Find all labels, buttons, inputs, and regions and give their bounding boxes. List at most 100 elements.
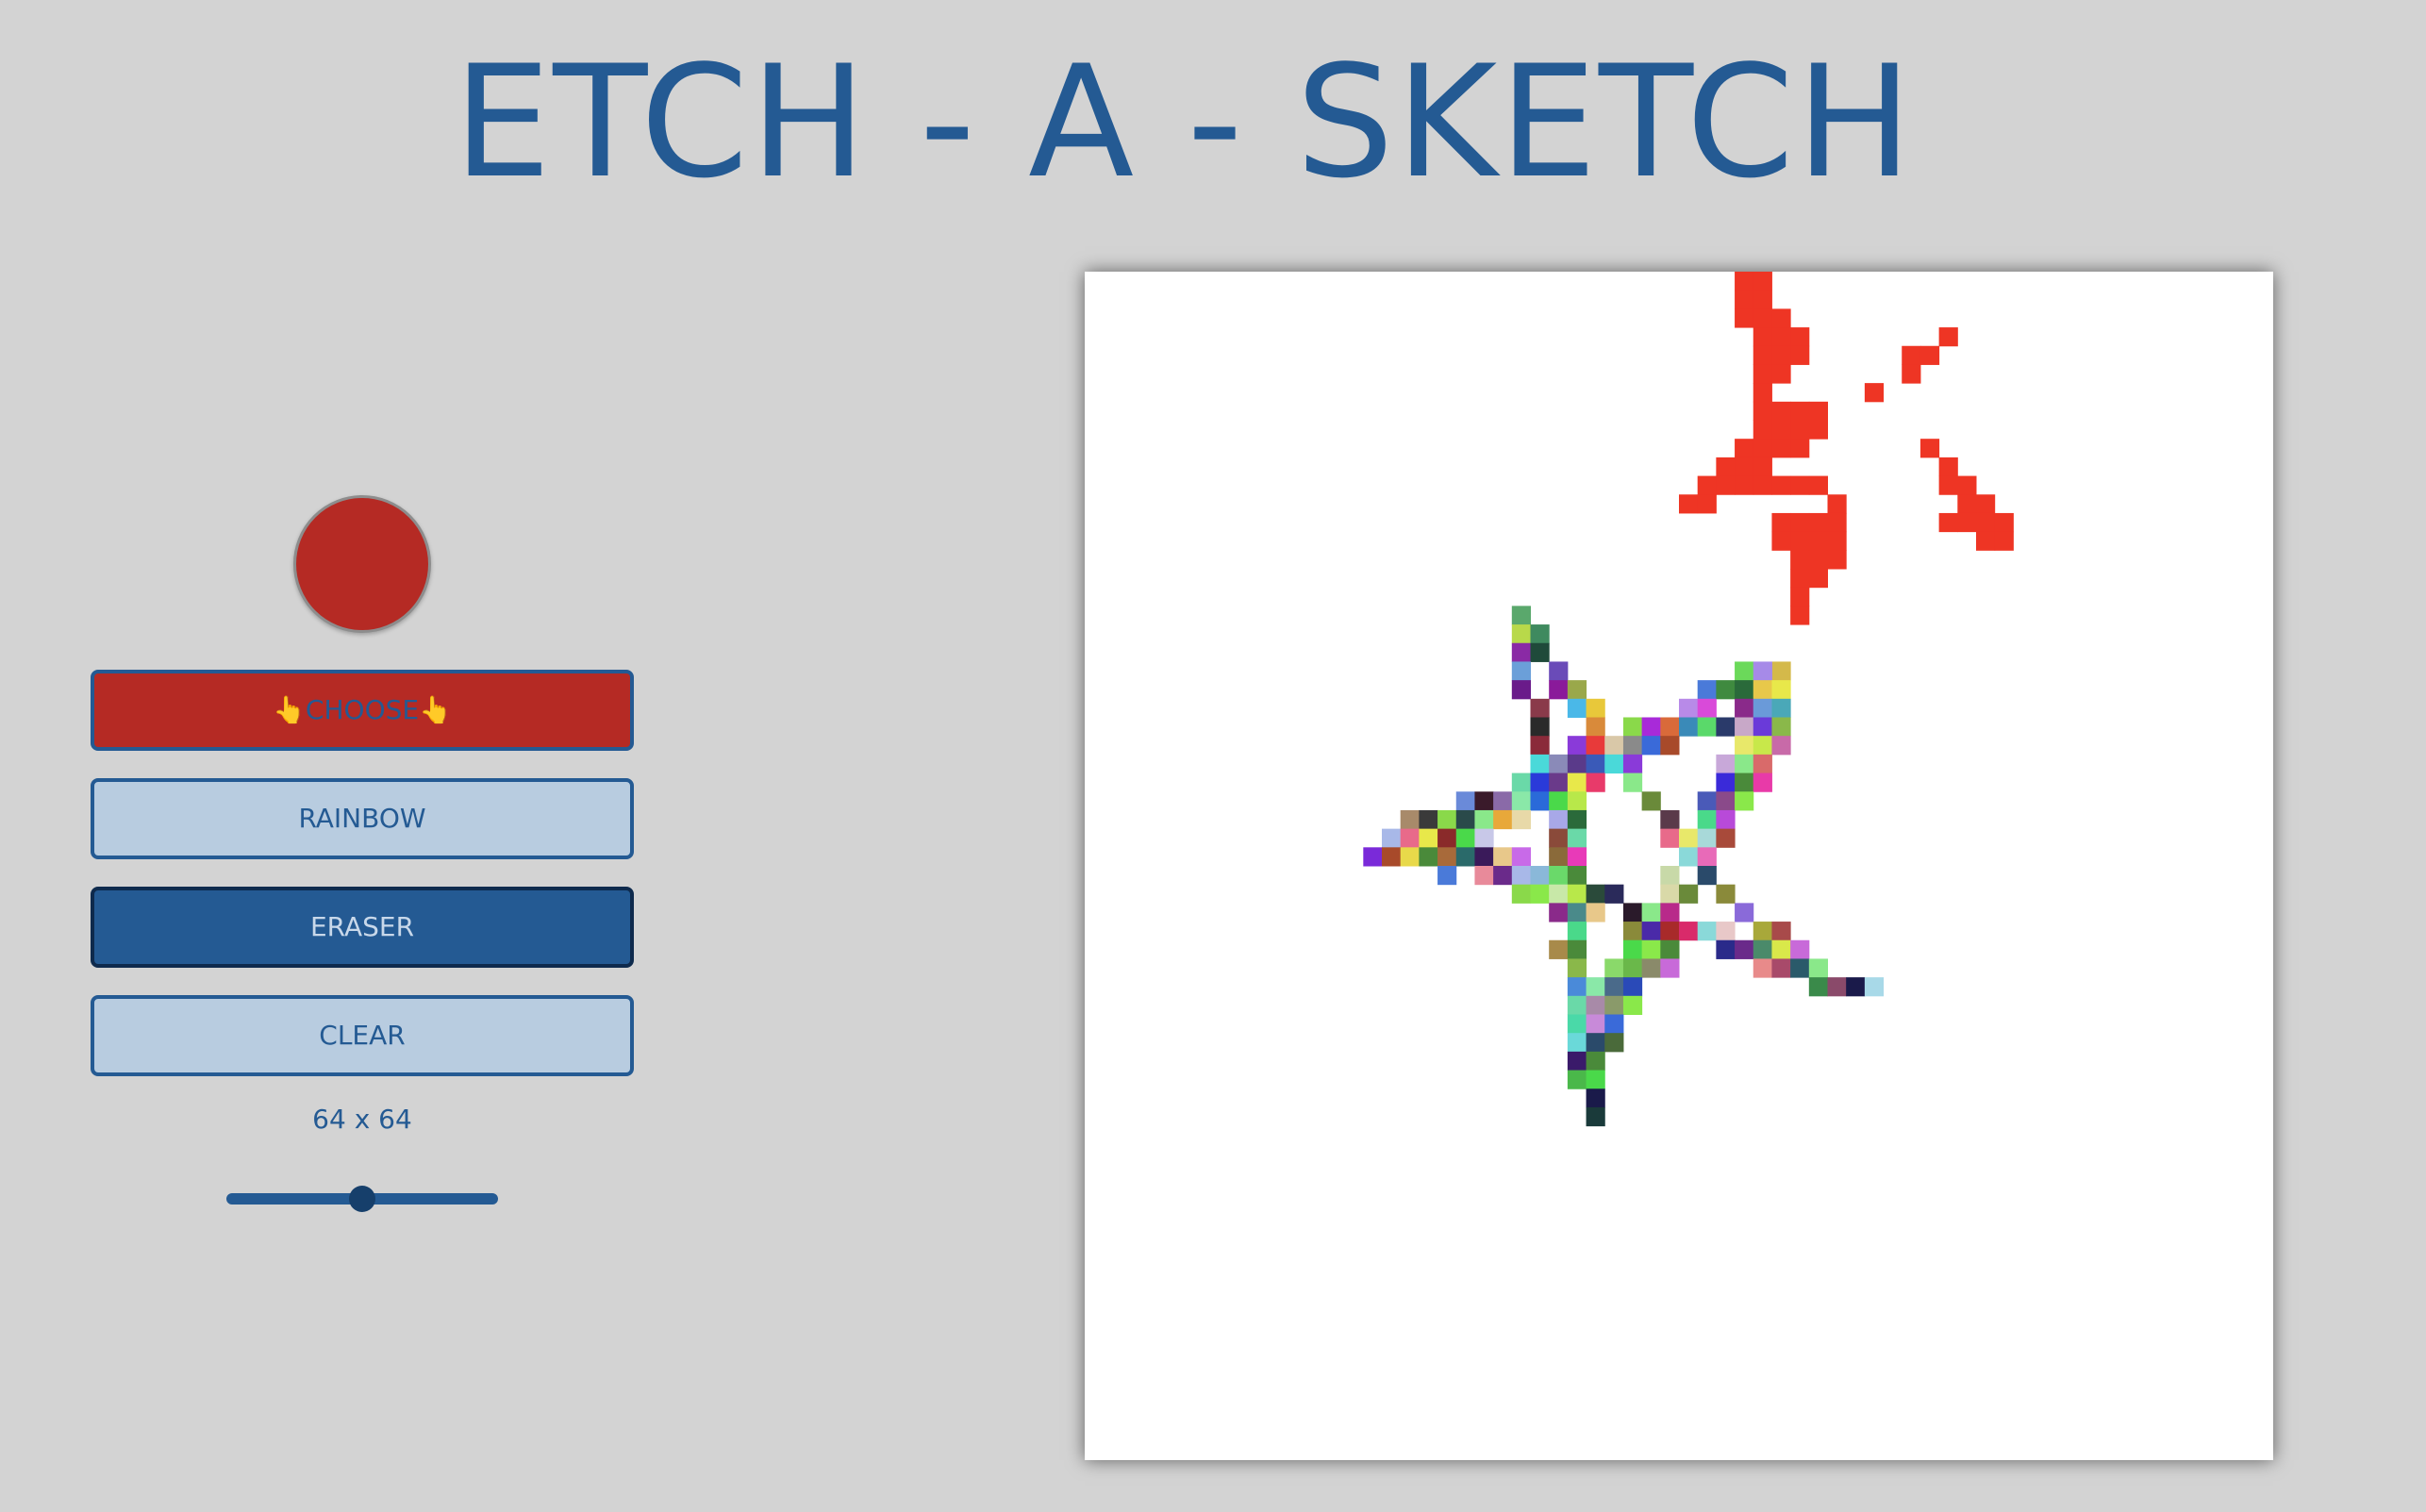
grid-cell-red[interactable] [1938,512,1958,533]
grid-cell-red[interactable] [1771,401,1791,421]
grid-cell-rainbow[interactable] [1549,903,1569,922]
grid-cell-rainbow[interactable] [1679,884,1699,904]
grid-cell-red[interactable] [1790,550,1810,570]
grid-cell-rainbow[interactable] [1622,773,1643,792]
grid-cell-rainbow[interactable] [1567,754,1587,774]
grid-cell-rainbow[interactable] [1530,866,1550,886]
grid-cell-rainbow[interactable] [1567,1070,1587,1089]
grid-cell-red[interactable] [1753,420,1772,440]
grid-cell-rainbow[interactable] [1604,884,1624,904]
grid-cell-rainbow[interactable] [1567,809,1587,830]
grid-cell-rainbow[interactable] [1716,809,1736,830]
grid-cell-rainbow[interactable] [1753,661,1772,681]
grid-cell-rainbow[interactable] [1511,773,1531,792]
grid-cell-rainbow[interactable] [1567,995,1587,1015]
grid-cell-rainbow[interactable] [1530,773,1550,792]
grid-cell-rainbow[interactable] [1455,809,1475,830]
grid-cell-rainbow[interactable] [1511,809,1531,830]
grid-cell-rainbow[interactable] [1790,939,1810,959]
grid-cell-rainbow[interactable] [1697,791,1717,811]
grid-cell-rainbow[interactable] [1363,847,1383,867]
grid-cell-red[interactable] [1919,439,1940,458]
grid-cell-red[interactable] [1697,494,1717,514]
grid-cell-rainbow[interactable] [1549,866,1569,886]
grid-cell-rainbow[interactable] [1771,939,1791,959]
grid-cell-rainbow[interactable] [1735,903,1754,922]
grid-cell-rainbow[interactable] [1660,866,1680,886]
grid-cell-rainbow[interactable] [1511,866,1531,886]
grid-cell-rainbow[interactable] [1567,866,1587,886]
grid-cell-rainbow[interactable] [1771,736,1791,756]
grid-cell-rainbow[interactable] [1567,922,1587,941]
grid-cell-red[interactable] [1735,457,1754,477]
grid-cell-red[interactable] [1790,587,1810,606]
grid-cell-red[interactable] [1827,512,1847,533]
grid-cell-rainbow[interactable] [1735,717,1754,737]
grid-cell-rainbow[interactable] [1474,847,1494,867]
grid-cell-rainbow[interactable] [1697,866,1717,886]
grid-cell-rainbow[interactable] [1716,680,1736,700]
color-picker-swatch[interactable] [293,495,431,633]
grid-cell-rainbow[interactable] [1549,884,1569,904]
grid-cell-red[interactable] [1716,475,1736,495]
grid-cell-rainbow[interactable] [1716,828,1736,848]
grid-cell-red[interactable] [1735,308,1754,328]
grid-cell-rainbow[interactable] [1641,958,1661,978]
grid-cell-rainbow[interactable] [1604,958,1624,978]
grid-cell-rainbow[interactable] [1827,977,1847,997]
grid-cell-rainbow[interactable] [1586,1051,1605,1072]
grid-cell-rainbow[interactable] [1753,754,1772,774]
grid-cell-red[interactable] [1808,569,1828,589]
grid-cell-rainbow[interactable] [1549,680,1569,700]
grid-cell-red[interactable] [1735,475,1754,495]
grid-cell-rainbow[interactable] [1567,791,1587,811]
grid-cell-red[interactable] [1957,512,1977,533]
grid-cell-red[interactable] [1753,439,1772,458]
grid-cell-rainbow[interactable] [1400,847,1420,867]
grid-cell-rainbow[interactable] [1530,791,1550,811]
grid-cell-rainbow[interactable] [1549,773,1569,792]
grid-cell-rainbow[interactable] [1511,624,1531,644]
grid-cell-rainbow[interactable] [1382,828,1402,848]
grid-cell-rainbow[interactable] [1660,828,1680,848]
grid-cell-rainbow[interactable] [1622,995,1643,1015]
grid-cell-rainbow[interactable] [1622,977,1643,997]
grid-cell-rainbow[interactable] [1382,847,1402,867]
grid-cell-rainbow[interactable] [1567,847,1587,867]
grid-cell-red[interactable] [1790,475,1810,495]
grid-cell-red[interactable] [1735,290,1754,309]
grid-cell-rainbow[interactable] [1716,717,1736,737]
grid-cell-red[interactable] [1808,531,1828,551]
grid-cell-rainbow[interactable] [1641,922,1661,941]
grid-cell-red[interactable] [1771,345,1791,365]
grid-cell-rainbow[interactable] [1641,903,1661,922]
grid-size-slider[interactable] [226,1186,498,1212]
grid-cell-rainbow[interactable] [1735,791,1754,811]
grid-cell-rainbow[interactable] [1586,903,1605,922]
grid-cell-rainbow[interactable] [1567,698,1587,718]
clear-button[interactable]: CLEAR [91,995,634,1076]
grid-cell-red[interactable] [1753,290,1772,309]
grid-cell-red[interactable] [1827,550,1847,570]
grid-cell-rainbow[interactable] [1567,977,1587,997]
grid-cell-rainbow[interactable] [1586,884,1605,904]
grid-cell-rainbow[interactable] [1493,847,1513,867]
grid-cell-rainbow[interactable] [1474,828,1494,848]
grid-cell-red[interactable] [1697,475,1717,495]
grid-cell-rainbow[interactable] [1455,828,1475,848]
grid-cell-rainbow[interactable] [1790,958,1810,978]
grid-cell-rainbow[interactable] [1697,828,1717,848]
grid-cell-rainbow[interactable] [1604,1033,1624,1053]
grid-cell-rainbow[interactable] [1586,1070,1605,1089]
grid-cell-rainbow[interactable] [1567,736,1587,756]
grid-cell-rainbow[interactable] [1586,995,1605,1015]
grid-cell-rainbow[interactable] [1660,717,1680,737]
grid-cell-red[interactable] [1994,531,2014,551]
grid-cell-red[interactable] [1753,327,1772,347]
grid-cell-rainbow[interactable] [1567,884,1587,904]
grid-cell-red[interactable] [1771,475,1791,495]
grid-cell-rainbow[interactable] [1530,642,1550,662]
grid-cell-rainbow[interactable] [1716,884,1736,904]
grid-cell-red[interactable] [1771,420,1791,440]
grid-cell-rainbow[interactable] [1753,773,1772,792]
